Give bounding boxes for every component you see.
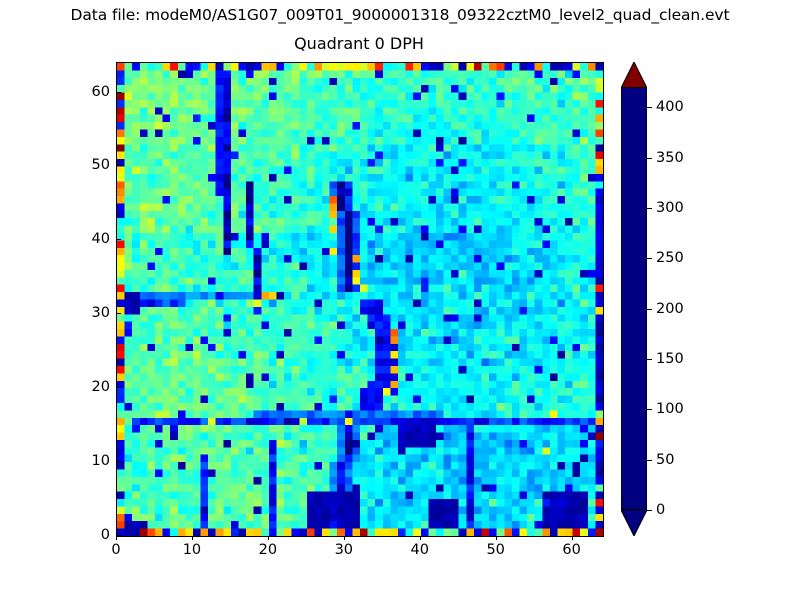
y-tick-mark	[116, 313, 121, 315]
colorbar-tick-label: 50	[656, 451, 675, 468]
y-tick-mark	[116, 239, 121, 241]
y-tick-mark	[116, 91, 121, 93]
colorbar-tick-label: 200	[656, 300, 684, 317]
y-tick-label: 40	[91, 231, 110, 248]
colorbar-tick-label: 350	[656, 149, 684, 166]
colorbar-tick-mark	[647, 207, 652, 209]
x-tick-mark	[343, 536, 345, 540]
colorbar-tick-mark	[647, 510, 652, 511]
y-tick-mark	[116, 535, 121, 536]
colorbar-gradient	[621, 87, 647, 510]
colorbar-tick-label: 250	[656, 250, 684, 267]
x-tick-mark	[571, 536, 573, 540]
y-tick-label: 20	[91, 379, 110, 396]
page-title: Quadrant 0 DPH	[294, 34, 424, 53]
colorbar-tick-mark	[647, 107, 652, 109]
x-axis-ticks: 0 10 20 30 40 50 60	[111, 536, 602, 566]
data-file-suptitle: Data file: modeM0/AS1G07_009T01_90000013…	[70, 6, 730, 24]
y-tick-label: 50	[91, 157, 110, 174]
colorbar-tick-mark	[647, 157, 652, 159]
colorbar-tick-mark	[647, 308, 652, 310]
colorbar-tick-label: 150	[656, 350, 684, 367]
y-tick-label: 60	[91, 83, 110, 100]
x-tick-mark	[419, 536, 421, 540]
y-tick-label: 0	[100, 527, 110, 543]
y-axis-ticks: 0 10 20 30 40 50 60	[76, 62, 121, 543]
x-tick-label: 30	[334, 542, 354, 558]
colorbar-tick-label: 400	[656, 99, 684, 116]
colorbar-extend-top-icon	[621, 62, 647, 88]
x-tick-label: 20	[258, 542, 278, 558]
x-tick-mark	[191, 536, 193, 540]
colorbar-tick-label: 0	[656, 502, 666, 518]
y-tick-mark	[116, 461, 121, 463]
x-tick-label: 0	[111, 542, 121, 558]
colorbar: 0 50 100 150 200 250 300 350 400	[621, 62, 684, 536]
x-tick-label: 10	[182, 542, 202, 558]
x-tick-label: 60	[562, 542, 581, 558]
heatmap-image	[117, 63, 603, 536]
colorbar-tick-mark	[647, 258, 652, 260]
colorbar-tick-mark	[647, 409, 652, 411]
x-tick-mark	[116, 536, 117, 540]
x-tick-mark	[495, 536, 497, 540]
x-tick-label: 50	[486, 542, 505, 558]
colorbar-extend-bottom-icon	[621, 510, 647, 536]
y-tick-label: 10	[91, 453, 110, 470]
colorbar-tick-label: 100	[656, 401, 684, 418]
y-tick-mark	[116, 165, 121, 167]
y-tick-mark	[116, 387, 121, 389]
y-tick-label: 30	[91, 305, 110, 322]
x-tick-mark	[267, 536, 269, 540]
colorbar-tick-mark	[647, 459, 652, 461]
colorbar-tick-label: 300	[656, 199, 684, 216]
colorbar-tick-mark	[647, 358, 652, 360]
heatmap-axes	[116, 62, 604, 537]
x-tick-label: 40	[410, 542, 429, 558]
